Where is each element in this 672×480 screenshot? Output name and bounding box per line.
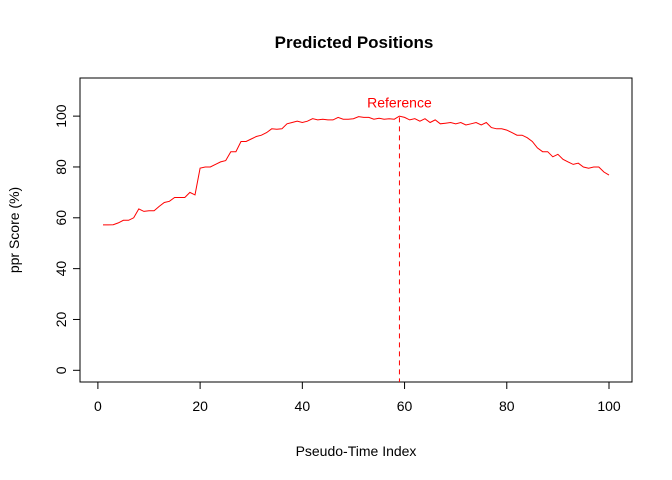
y-tick-label: 100 <box>53 104 69 128</box>
x-axis: 0 20 40 60 80 100 <box>94 381 621 414</box>
chart-title: Predicted Positions <box>275 33 434 52</box>
y-tick-label: 60 <box>53 210 69 226</box>
y-tick-label: 20 <box>53 311 69 327</box>
x-axis-label: Pseudo-Time Index <box>296 443 417 459</box>
x-tick-label: 20 <box>192 398 208 414</box>
y-tick-label: 40 <box>53 261 69 277</box>
y-axis: 0 20 40 60 80 100 <box>53 104 81 374</box>
y-axis-label: ppr Score (%) <box>6 187 22 273</box>
series-line <box>103 115 610 226</box>
x-tick-label: 80 <box>499 398 515 414</box>
y-tick-label: 0 <box>53 366 69 374</box>
plot-frame <box>79 77 633 383</box>
x-tick-label: 40 <box>295 398 311 414</box>
x-tick-label: 0 <box>94 398 102 414</box>
x-tick-label: 60 <box>397 398 413 414</box>
x-tick-label: 100 <box>597 398 621 414</box>
y-tick-label: 80 <box>53 159 69 175</box>
reference-label: Reference <box>367 94 432 110</box>
